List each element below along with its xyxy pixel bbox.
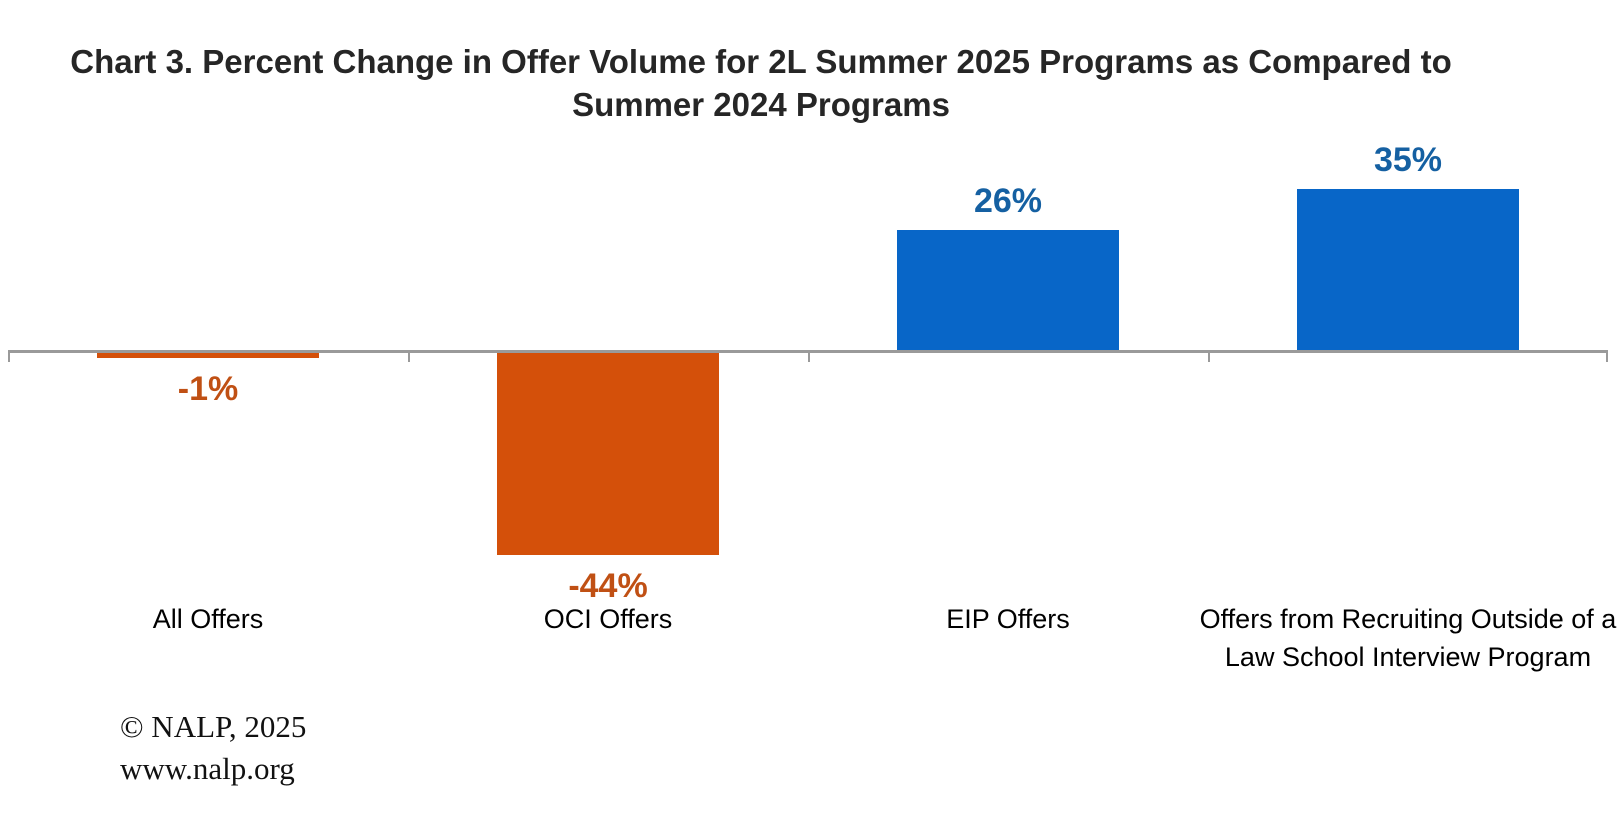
x-axis-tick <box>1606 350 1608 362</box>
bar-eip-offers <box>897 230 1119 350</box>
footer: © NALP, 2025 www.nalp.org <box>120 706 306 790</box>
website-text: www.nalp.org <box>120 751 295 786</box>
value-label-offers-from-recruiting-outside-of-a-law-school-interview-program: 35% <box>1373 141 1443 179</box>
value-label-oci-offers: -44% <box>568 567 648 605</box>
bar-all-offers <box>97 353 319 358</box>
category-label-eip-offers: EIP Offers <box>946 604 1070 634</box>
copyright-text: © NALP, 2025 <box>120 709 307 744</box>
category-label-oci-offers: OCI Offers <box>543 604 673 634</box>
value-label-eip-offers: 26% <box>973 182 1043 220</box>
category-label-offers-from-recruiting-outside-of-a-law-school-interview-program: Offers from Recruiting Outside of a Law … <box>1199 604 1617 672</box>
bar-oci-offers <box>497 353 719 555</box>
value-label-all-offers: -1% <box>177 370 239 408</box>
chart-title-line2: Summer 2024 Programs <box>572 86 950 123</box>
bar-offers-from-recruiting-outside-of-a-law-school-interview-program <box>1297 189 1519 350</box>
category-label-all-offers: All Offers <box>152 604 264 634</box>
chart-title-line1: Chart 3. Percent Change in Offer Volume … <box>70 43 1452 80</box>
x-axis-tick <box>1208 350 1210 362</box>
x-axis-tick <box>8 350 10 362</box>
x-axis-tick <box>808 350 810 362</box>
chart-title: Chart 3. Percent Change in Offer Volume … <box>0 40 1522 126</box>
x-axis-tick <box>408 350 410 362</box>
